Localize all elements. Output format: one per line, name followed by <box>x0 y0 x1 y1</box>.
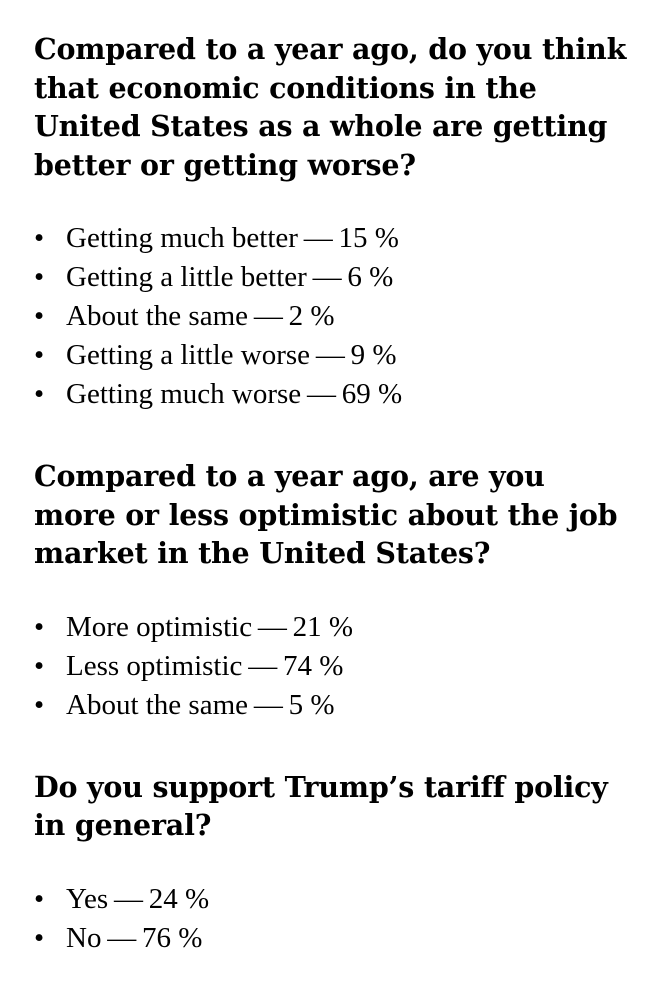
answer-separator: — <box>257 610 287 643</box>
answer-separator: — <box>114 882 143 915</box>
answer-value: 74 % <box>283 649 344 682</box>
answer-value: 21 % <box>292 610 354 643</box>
list-item: • Getting much better —15 % <box>34 219 634 258</box>
bullet-icon: • <box>34 882 45 915</box>
list-item: • Less optimistic —74 % <box>34 647 634 686</box>
answer-value: 15 % <box>338 222 399 254</box>
answer-value: 6 % <box>347 261 394 293</box>
bullet-icon: • <box>34 688 45 721</box>
question-job-market: Compared to a year ago, are you more or … <box>34 459 618 570</box>
answer-separator: — <box>315 339 345 371</box>
answer-label: Getting much worse <box>66 378 302 410</box>
list-item: • Getting a little worse —9 % <box>34 336 634 375</box>
answer-value: 5 % <box>288 688 335 721</box>
bullet-icon: • <box>34 921 45 954</box>
answer-value: 24 % <box>148 882 210 915</box>
answer-value: 69 % <box>341 378 403 410</box>
list-item: • Yes —24 % <box>34 880 634 919</box>
bullet-icon: • <box>34 378 45 410</box>
answer-value: 2 % <box>288 300 335 332</box>
list-item: • Getting a little better —6 % <box>34 258 634 297</box>
question-tariff-policy: Do you support Trump’s tariff policy in … <box>34 769 608 843</box>
answer-label: About the same <box>66 688 249 721</box>
list-item: • About the same —2 % <box>34 297 634 336</box>
survey-document: Compared to a year ago, do you think tha… <box>34 30 634 958</box>
question-economic-conditions: Compared to a year ago, do you think tha… <box>34 32 627 182</box>
bullet-icon: • <box>34 339 45 371</box>
answer-label: Getting a little better <box>66 261 307 293</box>
bullet-icon: • <box>34 649 45 682</box>
answer-label: Yes <box>66 882 109 915</box>
answer-separator: — <box>107 921 137 954</box>
bullet-icon: • <box>34 610 45 643</box>
bullet-icon: • <box>34 222 45 254</box>
list-item: • Getting much worse —69 % <box>34 375 634 414</box>
list-item: • About the same —5 % <box>34 686 634 725</box>
answer-list-tariff-policy: • Yes —24 % • No —76 % <box>34 880 634 958</box>
answer-label: Getting a little worse <box>66 339 311 371</box>
answer-label: No <box>66 921 102 954</box>
answer-label: Getting much better <box>66 222 298 254</box>
answer-separator: — <box>306 378 336 410</box>
answer-list-job-market: • More optimistic —21 % • Less optimistic —7… <box>34 608 634 725</box>
answer-label: More optimistic <box>66 610 253 643</box>
answer-value: 9 % <box>350 339 397 371</box>
bullet-icon: • <box>34 300 45 332</box>
answer-separator: — <box>248 649 278 682</box>
bullet-icon: • <box>34 261 45 293</box>
answer-list-economic-conditions: • Getting much better —15 % • Getting a lit… <box>34 219 634 414</box>
answer-label: About the same <box>66 300 249 332</box>
answer-separator: — <box>303 222 333 254</box>
answer-separator: — <box>253 300 283 332</box>
answer-value: 76 % <box>142 921 203 954</box>
list-item: • More optimistic —21 % <box>34 608 634 647</box>
answer-separator: — <box>312 261 342 293</box>
list-item: • No —76 % <box>34 919 634 958</box>
answer-label: Less optimistic <box>66 649 243 682</box>
answer-separator: — <box>253 688 283 721</box>
